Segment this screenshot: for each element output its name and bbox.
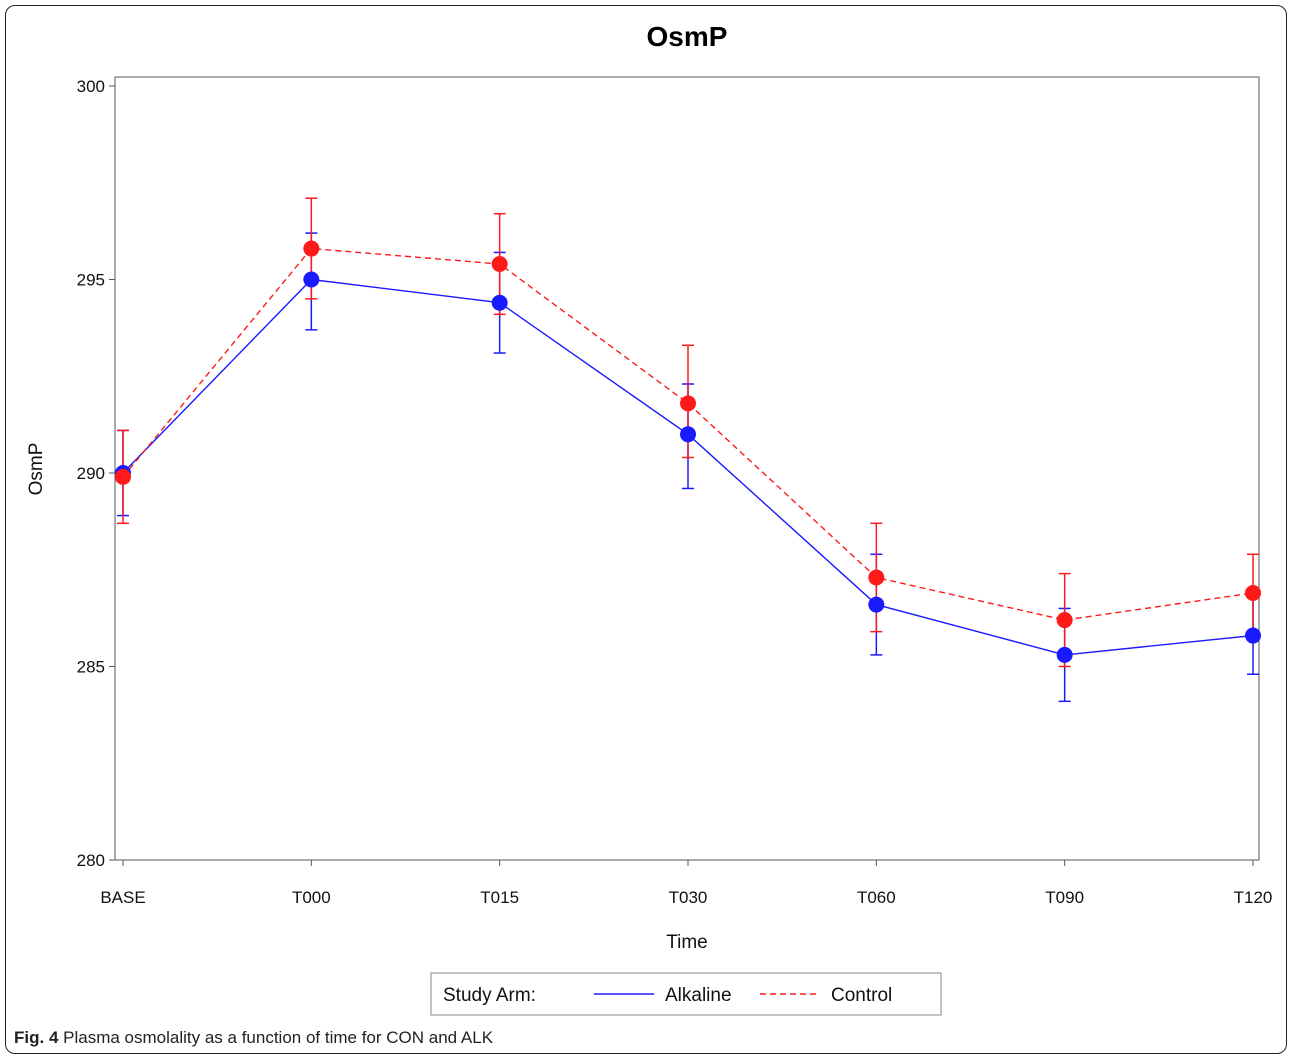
x-tick-label: T030	[669, 888, 708, 907]
alkaline-point	[680, 426, 696, 443]
plot-area	[114, 76, 1260, 861]
control-point	[1056, 612, 1073, 629]
y-tick-label: 280	[77, 851, 105, 870]
figure-frame	[5, 5, 1287, 1054]
y-axis: 280 285 290 295 300	[77, 77, 115, 870]
y-axis-title: OsmP	[26, 443, 47, 496]
legend: Study Arm: Alkaline Control	[430, 972, 942, 1016]
caption-label: Fig. 4	[14, 1028, 59, 1047]
series-layer	[115, 197, 1261, 703]
control-point	[303, 240, 320, 257]
alkaline-point	[1056, 646, 1073, 663]
x-axis: BASE T000 T015 T030 T060 T090 T120	[100, 860, 1272, 907]
x-tick-label: T090	[1045, 888, 1084, 907]
x-tick-label: T120	[1234, 888, 1273, 907]
control-point	[491, 256, 508, 273]
chart-title: OsmP	[647, 21, 728, 52]
alkaline-point	[491, 294, 508, 311]
control-point	[680, 395, 696, 412]
y-tick-label: 290	[77, 464, 105, 483]
figure-caption: Fig. 4 Plasma osmolality as a function o…	[14, 1028, 493, 1048]
x-tick-label: BASE	[100, 888, 145, 907]
control-point	[1245, 584, 1261, 601]
x-tick-label: T015	[480, 888, 519, 907]
x-axis-title: Time	[666, 932, 708, 953]
caption-text: Plasma osmolality as a function of time …	[58, 1028, 494, 1047]
control-point	[868, 569, 885, 586]
x-tick-label: T000	[292, 888, 331, 907]
x-tick-label: T060	[857, 888, 896, 907]
legend-label-control: Control	[831, 985, 892, 1006]
y-tick-label: 295	[77, 271, 105, 290]
alkaline-point	[303, 271, 320, 288]
legend-label-alkaline: Alkaline	[665, 985, 732, 1006]
y-tick-label: 300	[77, 77, 105, 96]
legend-box	[430, 972, 942, 1016]
control-point	[115, 468, 131, 485]
alkaline-point	[868, 596, 885, 613]
y-tick-label: 285	[77, 658, 105, 677]
legend-title: Study Arm:	[443, 985, 536, 1006]
alkaline-point	[1245, 627, 1261, 644]
